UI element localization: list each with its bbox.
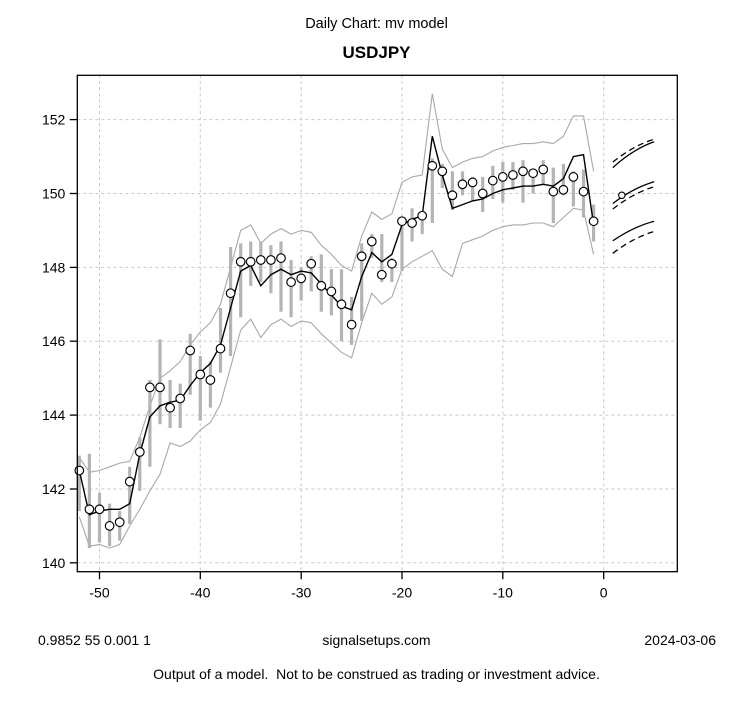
daily-range-bars (77, 158, 596, 549)
close-marker (74, 465, 85, 476)
close-marker (588, 216, 599, 227)
close-marker (306, 258, 317, 269)
x-tick-label--30: -30 (291, 585, 311, 601)
close-marker (376, 269, 387, 280)
close-marker (477, 188, 488, 199)
close-marker (457, 179, 468, 190)
close-marker (508, 170, 518, 180)
close-marker (467, 177, 478, 188)
close-marker (155, 382, 165, 393)
upper-band-line (78, 93, 595, 473)
lower-band-line (78, 207, 595, 549)
confidence-bands (78, 93, 595, 549)
close-marker (266, 255, 276, 265)
close-marker (447, 190, 458, 201)
close-marker (366, 236, 377, 247)
close-marker (165, 402, 175, 413)
close-marker (548, 186, 559, 197)
axes: -50 -40 -30 -20 -10 0 140 142 144 146 148 150 152 (42, 74, 678, 601)
forecast-line-lower-dashed (612, 230, 655, 254)
close-marker (437, 166, 448, 177)
close-marker (134, 447, 145, 457)
y-tick-label-148: 148 (42, 259, 66, 275)
close-marker (578, 186, 589, 197)
model-parameters: 0.9852 55 0.001 1 (38, 632, 151, 648)
forecast-line-upper-dashed (612, 138, 655, 163)
x-tick-label--20: -20 (392, 585, 412, 601)
close-marker (225, 288, 236, 299)
chart-date: 2024-03-06 (644, 632, 716, 648)
close-marker (407, 218, 417, 228)
close-marker (356, 251, 367, 262)
close-marker (387, 258, 397, 269)
close-marker (528, 168, 538, 179)
x-tick-label--50: -50 (89, 585, 109, 601)
chart-title: USDJPY (342, 43, 411, 62)
x-tick-label-0: 0 (600, 585, 608, 601)
y-tick-label-152: 152 (42, 112, 66, 128)
close-marker (235, 256, 246, 267)
close-marker (427, 160, 438, 171)
forecast-line-mid-solid (612, 181, 655, 205)
close-marker (124, 476, 135, 487)
site-name: signalsetups.com (322, 632, 431, 648)
chart-subtitle: Daily Chart: mv model (305, 16, 448, 32)
close-marker (326, 286, 337, 297)
y-tick-label-150: 150 (42, 186, 66, 202)
close-marker (255, 255, 266, 265)
forecast-fan (612, 138, 655, 254)
y-tick-label-140: 140 (42, 555, 66, 571)
forecast-marker (618, 191, 626, 200)
close-marker (397, 216, 407, 227)
close-marker (245, 256, 256, 267)
close-marker (195, 369, 206, 380)
close-marker (538, 164, 549, 175)
close-marker (185, 345, 196, 356)
close-marker (104, 521, 115, 531)
disclaimer-text: Output of a model. Not to be construed a… (153, 666, 600, 682)
close-markers (74, 160, 599, 531)
close-marker (518, 166, 528, 177)
y-tick-label-146: 146 (42, 333, 66, 349)
plot-border (76, 74, 678, 573)
close-marker (145, 382, 155, 393)
y-tick-label-142: 142 (42, 481, 66, 497)
forecast-line-lower-solid (612, 220, 655, 242)
close-marker (215, 343, 226, 354)
close-marker (417, 210, 428, 221)
close-marker (336, 299, 347, 310)
fit-line (78, 136, 595, 516)
x-tick-label--10: -10 (493, 585, 513, 601)
close-marker (94, 504, 105, 515)
y-tick-label-144: 144 (42, 407, 66, 423)
close-marker (84, 504, 95, 515)
forecast-line-mid-dashed (612, 186, 655, 210)
forecast-line-upper-solid (612, 141, 655, 169)
close-marker (568, 172, 579, 182)
close-marker (497, 172, 508, 182)
close-marker (175, 393, 186, 404)
close-marker (286, 277, 296, 287)
close-marker (276, 253, 286, 263)
close-marker (296, 273, 307, 284)
close-marker (346, 319, 357, 330)
model-fit (78, 136, 595, 516)
close-marker (487, 175, 498, 186)
gridlines (77, 75, 678, 572)
close-marker (316, 280, 327, 291)
x-tick-label--40: -40 (190, 585, 210, 601)
close-marker (205, 375, 216, 385)
close-marker (558, 184, 569, 195)
close-marker (114, 517, 125, 528)
